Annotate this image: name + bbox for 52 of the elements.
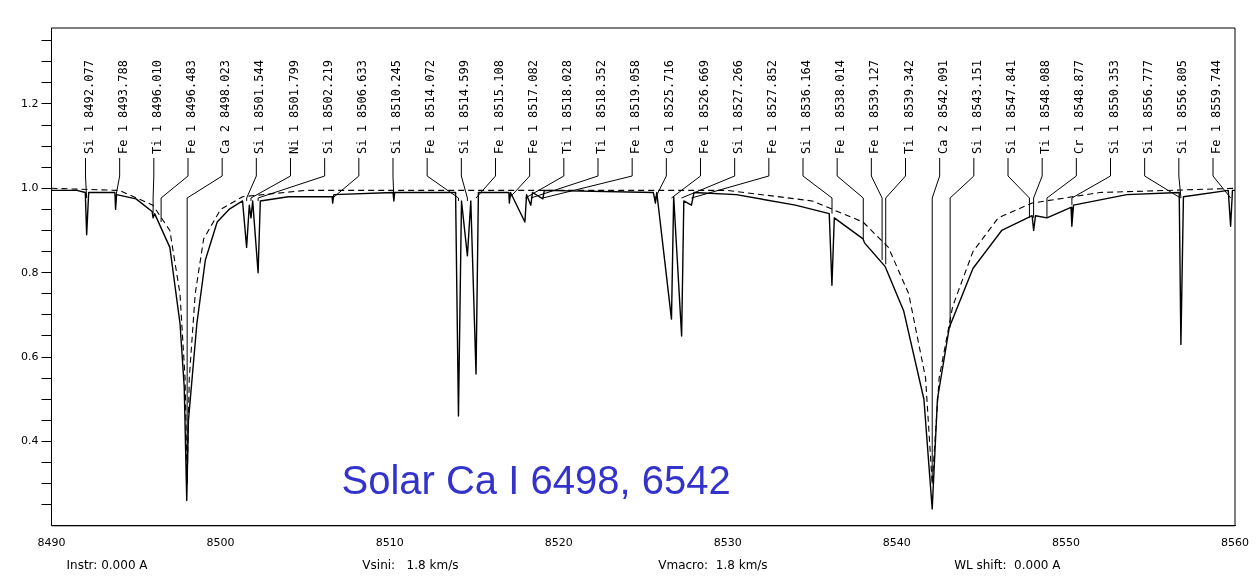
x-tick-label: 8500 <box>206 536 235 550</box>
annotation: Si 1 8502.219 <box>320 60 335 154</box>
annotation: Si 1 8556.805 <box>1174 60 1189 154</box>
annotation: Si 1 8510.245 <box>389 60 404 154</box>
annotation: Cr 1 8548.877 <box>1072 60 1087 154</box>
annotation: Ti 1 8496.010 <box>149 60 164 154</box>
annotation: Ti 1 8518.352 <box>594 60 609 154</box>
y-tick-label: 0.4 <box>20 434 39 448</box>
text: Instr: 0.000 A <box>66 558 149 572</box>
annotation: Fe 1 8519.058 <box>628 60 643 154</box>
x-tick-label: 8490 <box>37 536 66 550</box>
annotation: Si 1 8514.599 <box>457 60 472 154</box>
annotation: Fe 1 8493.788 <box>115 60 130 154</box>
annotation: Si 1 8492.077 <box>81 60 96 154</box>
annotation: Fe 1 8538.014 <box>833 60 848 154</box>
annotation: Fe 1 8526.669 <box>696 60 711 154</box>
annotation: Ni 1 8501.799 <box>286 60 301 154</box>
annotation: Ti 1 8548.088 <box>1038 60 1053 154</box>
x-tick-label: 8550 <box>1051 536 1080 550</box>
x-tick-label: 8560 <box>1221 536 1249 550</box>
annotation: Si 1 8527.266 <box>730 60 745 154</box>
y-tick-label: 1.2 <box>20 96 39 110</box>
annotation: Si 1 8536.164 <box>799 60 814 154</box>
annotation: Ca 2 8542.091 <box>935 60 950 154</box>
annotation: Si 1 8550.353 <box>1106 60 1121 154</box>
text: Solar Ca I 6498, 6542 <box>341 457 731 502</box>
text: Vmacro: 1.8 km/s <box>658 558 768 572</box>
annotation: Ti 1 8518.028 <box>559 60 574 154</box>
text: Vsini: 1.8 km/s <box>362 558 459 572</box>
annotation: Fe 1 8527.852 <box>764 60 779 154</box>
x-tick-label: 8540 <box>882 536 911 550</box>
annotation: Si 1 8543.151 <box>969 60 984 154</box>
annotation: Fe 1 8539.127 <box>867 60 882 154</box>
y-tick-label: 1.0 <box>20 181 39 195</box>
x-tick-label: 8530 <box>713 536 742 550</box>
annotation: Fe 1 8514.072 <box>423 60 438 154</box>
annotation: Ti 1 8539.342 <box>901 60 916 154</box>
annotation: Fe 1 8559.744 <box>1209 60 1224 154</box>
y-tick-label: 0.8 <box>20 265 39 279</box>
annotation: Fe 1 8496.483 <box>184 60 199 154</box>
annotation: Ca 2 8498.023 <box>218 60 233 154</box>
x-tick-label: 8520 <box>544 536 573 550</box>
annotation: Si 1 8501.544 <box>252 60 267 154</box>
x-tick-label: 8510 <box>375 536 404 550</box>
annotation: Si 1 8547.841 <box>1004 60 1019 154</box>
annotation: Ca 1 8525.716 <box>662 60 677 154</box>
annotation: Si 1 8556.777 <box>1140 60 1155 154</box>
annotation: Fe 1 8515.108 <box>491 60 506 154</box>
text: WL shift: 0.000 A <box>954 558 1062 572</box>
annotation: Si 1 8506.633 <box>354 60 369 154</box>
y-tick-label: 0.6 <box>20 349 39 363</box>
annotation: Fe 1 8517.082 <box>525 60 540 154</box>
